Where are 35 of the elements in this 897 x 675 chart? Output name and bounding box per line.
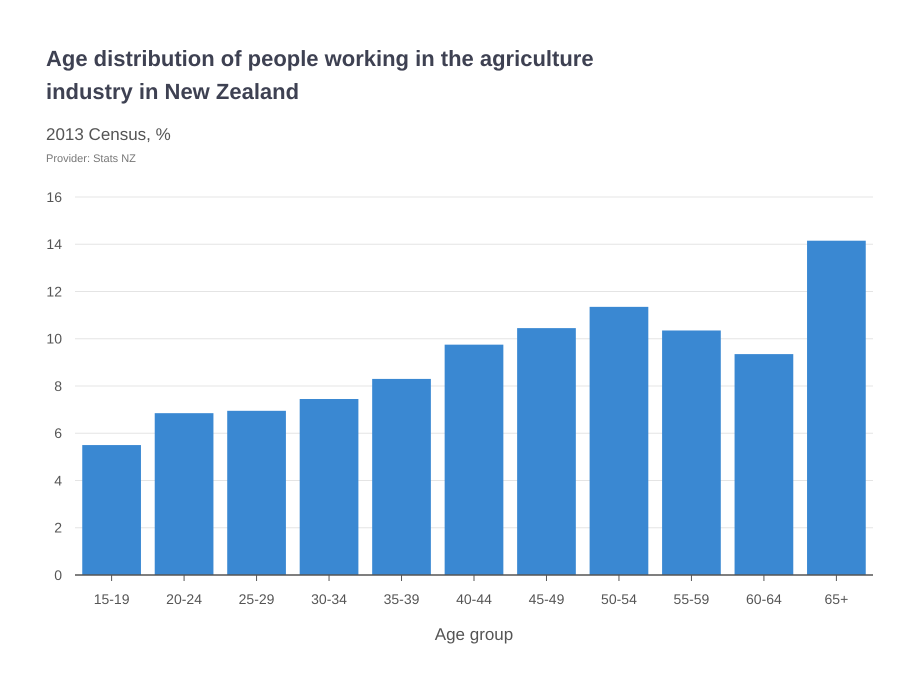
bar [590, 306, 648, 575]
chart-title: Age distribution of people working in the agriculture industry in New Zealand [46, 46, 594, 104]
x-tick-label: 30-34 [311, 591, 348, 607]
y-tick-label: 2 [54, 520, 62, 536]
bar [372, 378, 431, 575]
bar [444, 344, 504, 575]
y-tick-label: 0 [54, 566, 62, 583]
bar [154, 413, 214, 575]
y-tick-label: 10 [46, 330, 62, 347]
bar [662, 330, 721, 575]
x-tick-label: 55-59 [674, 591, 710, 607]
x-tick-label: 15-19 [94, 591, 130, 607]
x-tick-label: 25-29 [238, 591, 275, 607]
text: Provider: Stats NZ [46, 153, 136, 165]
bar [734, 354, 794, 575]
bar [82, 445, 141, 575]
bar [807, 240, 866, 575]
x-tick-label: 35-39 [384, 591, 420, 607]
chart-subtitle: 2013 Census, % [46, 125, 171, 144]
x-tick-label: 50-54 [601, 591, 638, 607]
y-tick-label: 8 [54, 378, 62, 394]
x-tick-label: 45-49 [528, 591, 565, 607]
y-tick-label: 6 [54, 425, 62, 442]
x-axis-title: Age group [434, 625, 514, 644]
x-tick-label: 60-64 [746, 591, 782, 607]
x-tick-label: 40-44 [456, 591, 492, 607]
y-tick-label: 4 [54, 472, 62, 488]
x-tick-label: 20-24 [166, 591, 202, 607]
bar [517, 328, 576, 575]
x-tick-label: 65+ [824, 591, 848, 607]
y-tick-label: 14 [46, 236, 62, 252]
y-tick-label: 16 [46, 188, 62, 205]
y-tick-label: 12 [46, 283, 62, 300]
bar [227, 410, 286, 575]
bar [300, 398, 358, 575]
